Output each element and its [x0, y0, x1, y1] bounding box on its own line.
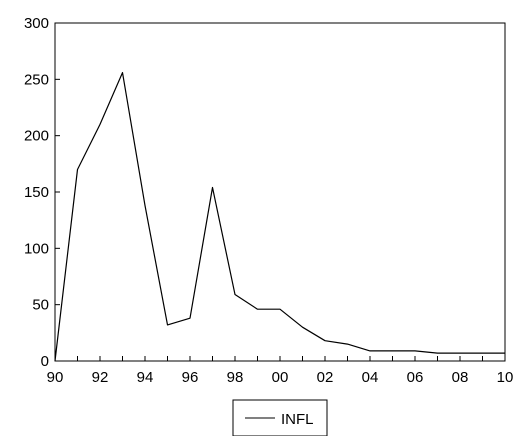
x-tick-label: 94	[137, 369, 154, 386]
x-tick-label: 00	[272, 369, 289, 386]
x-tick-label: 08	[452, 369, 469, 386]
y-tick-label: 50	[32, 297, 49, 314]
series-lines	[54, 71, 505, 362]
x-axis: 90 92 94 96 98 00 02 04 06 08 10	[47, 356, 514, 386]
x-tick-label: 98	[227, 369, 244, 386]
legend-label-infl: INFL	[281, 411, 314, 428]
legend: INFL	[232, 399, 328, 436]
x-tick-label: 92	[92, 369, 109, 386]
y-tick-label: 150	[24, 184, 49, 201]
y-tick-label: 0	[41, 353, 49, 370]
x-tick-label: 96	[182, 369, 199, 386]
series-line-infl	[54, 71, 505, 362]
y-tick-label: 250	[24, 71, 49, 88]
x-tick-label: 90	[47, 369, 64, 386]
y-axis: 0 50 100 150 200 250 300	[24, 15, 60, 370]
y-tick-label: 100	[24, 240, 49, 257]
x-tick-label: 06	[407, 369, 424, 386]
x-tick-label: 10	[497, 369, 514, 386]
x-tick-label: 04	[362, 369, 379, 386]
y-tick-label: 200	[24, 128, 49, 145]
x-tick-label: 02	[317, 369, 334, 386]
y-tick-label: 300	[24, 15, 49, 32]
